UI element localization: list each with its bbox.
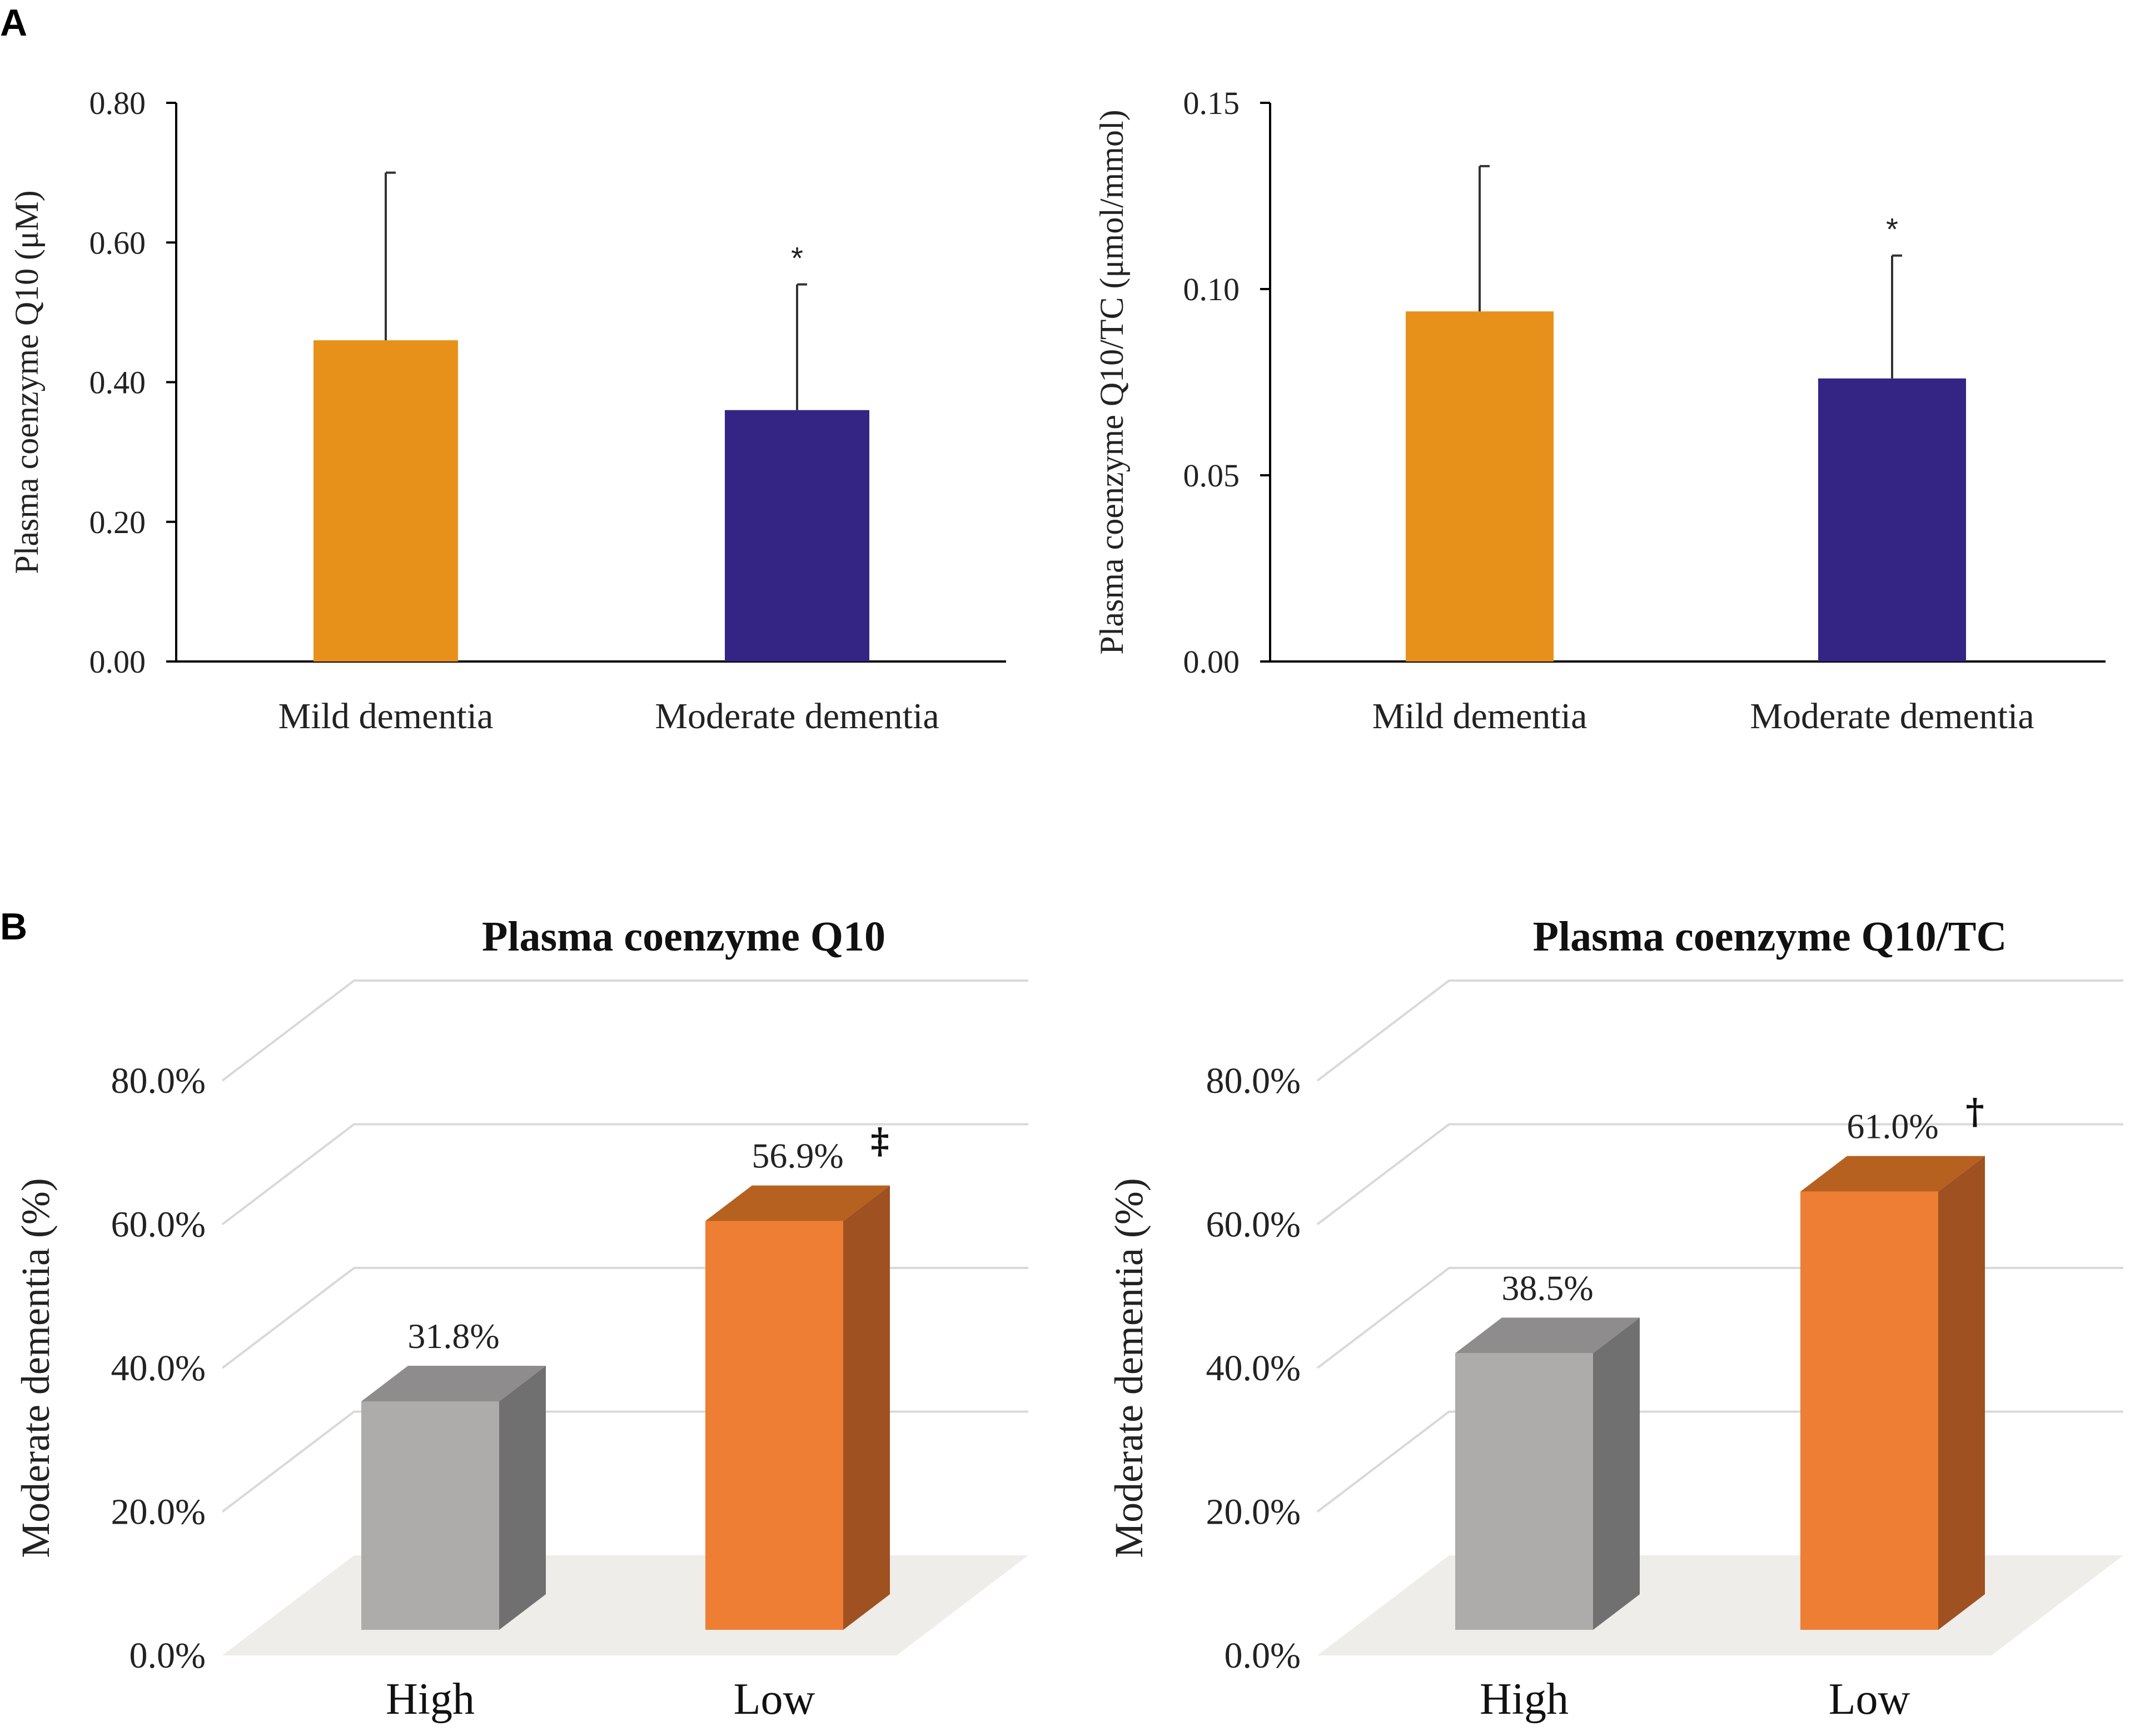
bar-moderate	[725, 410, 869, 661]
y-tick-label: 0.0%	[1225, 1635, 1301, 1676]
gridline	[221, 1267, 1028, 1369]
x-category-label: High	[386, 1675, 475, 1724]
y-tick-label: 20.0%	[111, 1492, 206, 1533]
y-axis-label: Moderate dementia (%)	[1107, 1178, 1151, 1558]
y-tick-label: 0.10	[1183, 271, 1240, 307]
x-category-label: Low	[1829, 1675, 1910, 1724]
y-tick-label: 0.0%	[130, 1635, 206, 1676]
bar-moderate	[1818, 378, 1966, 661]
chart-title: Plasma coenzyme Q10	[482, 913, 885, 960]
significance-marker: *	[1886, 212, 1898, 247]
data-label: 56.9%	[752, 1136, 843, 1176]
y-axis-label: Moderate dementia (%)	[13, 1178, 58, 1558]
data-label: 61.0%	[1847, 1107, 1938, 1146]
y-tick-label: 20.0%	[1206, 1492, 1301, 1533]
significance-marker: †	[1965, 1091, 1984, 1133]
y-tick-label: 0.00	[1183, 644, 1240, 680]
chart-title: Plasma coenzyme Q10/TC	[1533, 913, 2007, 960]
y-tick-label: 40.0%	[1206, 1348, 1301, 1389]
significance-marker: ‡	[870, 1121, 889, 1162]
bar-high-top	[1455, 1317, 1640, 1354]
panel-label-a: A	[0, 2, 28, 44]
x-category-label: Mild dementia	[1372, 696, 1587, 737]
bar-low-top	[1800, 1156, 1985, 1192]
bar-high	[1455, 1353, 1593, 1630]
chart-a-left: 0.00 0.20 0.40 0.60 0.80 Plasma coenzyme Q10 …	[8, 85, 1006, 737]
chart-b-left: 0.0% 20.0% 40.0% 60.0% 80.0% Plasma coenzyme …	[13, 913, 1028, 1724]
data-label: 38.5%	[1501, 1268, 1593, 1307]
x-category-label: Moderate dementia	[1750, 696, 2034, 737]
y-tick-label: 0.40	[89, 365, 146, 401]
x-category-label: High	[1480, 1675, 1569, 1724]
y-tick-label: 0.80	[89, 85, 146, 121]
x-category-label: Low	[734, 1675, 815, 1724]
y-tick-label: 0.15	[1183, 85, 1240, 121]
bar-low-side	[1938, 1156, 1985, 1630]
bar-high-top	[361, 1365, 546, 1401]
bar-low	[1800, 1191, 1938, 1630]
gridline	[1316, 1123, 2123, 1226]
gridline	[1316, 1267, 2123, 1369]
gridline	[221, 979, 1028, 1082]
y-tick-label: 60.0%	[111, 1205, 206, 1245]
bar-mild	[313, 340, 458, 661]
gridline	[1316, 1410, 2123, 1513]
y-tick-label: 80.0%	[1206, 1061, 1301, 1101]
gridline	[221, 1410, 1028, 1513]
y-tick-label: 0.00	[89, 644, 146, 680]
x-category-label: Mild dementia	[278, 696, 494, 737]
bar-low	[705, 1221, 843, 1630]
bar-high-side	[1593, 1317, 1640, 1630]
gridline	[1316, 979, 2123, 1082]
y-tick-label: 0.20	[89, 504, 146, 540]
y-tick-label: 0.60	[89, 225, 146, 261]
x-category-label: Moderate dementia	[655, 696, 939, 737]
bar-high-side	[499, 1365, 546, 1630]
bar-high	[361, 1401, 499, 1630]
y-tick-label: 40.0%	[111, 1348, 206, 1389]
panel-label-b: B	[0, 906, 28, 948]
y-axis-label: Plasma coenzyme Q10 (μM)	[8, 190, 45, 574]
y-tick-label: 80.0%	[111, 1061, 206, 1101]
chart-floor	[222, 1555, 1028, 1655]
chart-a-right: 0.00 0.05 0.10 0.15 Plasma coenzyme Q10/TC (…	[1093, 85, 2106, 737]
chart-b-right: 0.0% 20.0% 40.0% 60.0% 80.0% Plasma coenzyme …	[1107, 913, 2123, 1724]
bar-low-top	[705, 1185, 890, 1221]
y-tick-label: 0.05	[1183, 457, 1240, 494]
bar-mild	[1406, 311, 1554, 661]
y-axis-label: Plasma coenzyme Q10/TC (μmol/mmol)	[1093, 110, 1130, 654]
significance-marker: *	[791, 241, 803, 276]
data-label: 31.8%	[407, 1316, 499, 1356]
gridline	[221, 1123, 1028, 1226]
y-tick-label: 60.0%	[1206, 1205, 1301, 1245]
bar-low-side	[843, 1185, 890, 1630]
chart-floor	[1317, 1555, 2123, 1655]
